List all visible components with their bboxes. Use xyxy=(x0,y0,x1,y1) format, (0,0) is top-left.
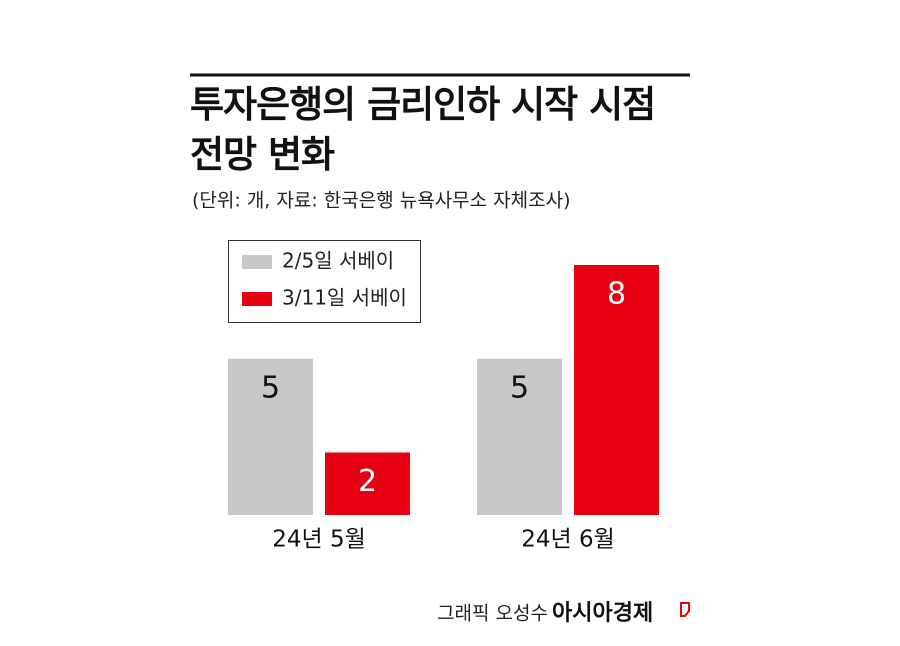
legend-label: 2/5일 서베이 xyxy=(282,249,394,273)
subtitle: (단위: 개, 자료: 한국은행 뉴욕사무소 자체조사) xyxy=(192,190,571,212)
value-label: 5 xyxy=(510,370,529,405)
value-label: 2 xyxy=(358,464,377,499)
bar xyxy=(325,452,410,515)
logo-icon xyxy=(680,602,690,617)
value-label: 5 xyxy=(261,370,280,405)
source: 아시아경제 xyxy=(552,601,653,626)
legend-box xyxy=(228,240,421,323)
chart-title: 투자은행의 금리인하 시작 시점 전망 변화 xyxy=(190,83,656,176)
legend-swatch xyxy=(242,255,272,269)
legend-label: 3/11일 서베이 xyxy=(282,286,407,310)
bar xyxy=(228,358,313,515)
value-label: 8 xyxy=(607,277,626,312)
legend-swatch xyxy=(242,292,272,306)
x-tick-label: 24년 6월 xyxy=(521,527,615,553)
x-tick-label: 24년 5월 xyxy=(272,527,366,553)
credit: 그래픽 오성수 xyxy=(437,603,548,625)
bar xyxy=(477,358,562,515)
bar xyxy=(574,265,659,515)
